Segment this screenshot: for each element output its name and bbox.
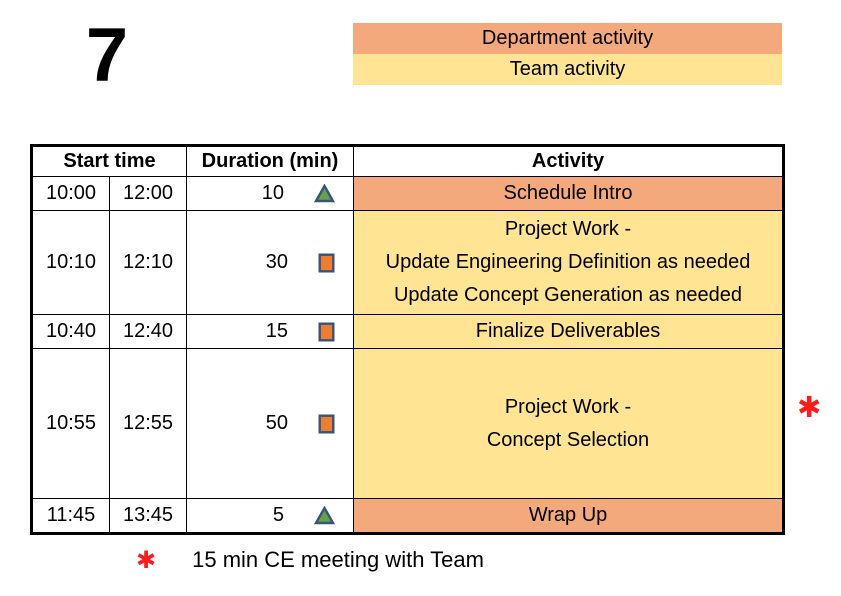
duration-cell: 10 <box>186 176 354 211</box>
table-row: 10:00 12:00 10 Schedule Intro <box>31 176 784 211</box>
duration-cell: 15 <box>186 314 354 349</box>
activity-line: Concept Selection <box>486 428 650 451</box>
footnote-asterisk-icon: ✱ <box>136 546 157 574</box>
duration-cell: 30 <box>186 210 354 315</box>
duration-value: 5 <box>272 504 284 526</box>
table-row: 10:55 12:55 50 Project Work - Concept Se… <box>31 348 784 499</box>
activity-cell: Finalize Deliverables <box>353 314 784 349</box>
duration-value: 50 <box>265 412 288 434</box>
session-number: 7 <box>85 13 129 98</box>
activity-cell: Project Work - Concept Selection <box>353 348 784 499</box>
table-row: 10:10 12:10 30 Project Work - Update Eng… <box>31 210 784 315</box>
start-time-session2: 12:10 <box>109 210 187 315</box>
activity-cell: Schedule Intro <box>353 176 784 211</box>
triangle-icon <box>314 184 335 203</box>
col-header-start-time: Start time <box>31 145 187 177</box>
duration-cell: 5 <box>186 498 354 534</box>
triangle-icon <box>314 506 335 525</box>
activity-type-legend: Department activity Team activity <box>353 23 782 85</box>
square-icon <box>318 253 335 273</box>
start-time-session2: 12:55 <box>109 348 187 499</box>
footnote: ✱ 15 min CE meeting with Team <box>136 546 484 574</box>
activity-line: Wrap Up <box>528 504 608 526</box>
activity-line: Project Work - <box>504 395 632 418</box>
table-row: 11:45 13:45 5 Wrap Up <box>31 498 784 534</box>
side-note-asterisk-icon: ✱ <box>797 390 822 424</box>
activity-line: Update Engineering Definition as needed <box>385 251 751 273</box>
schedule-table: Start time Duration (min) Activity 10:00… <box>30 144 785 535</box>
col-header-duration: Duration (min) <box>186 145 354 177</box>
start-time-session1: 10:00 <box>31 176 110 211</box>
duration-cell: 50 <box>186 348 354 499</box>
activity-line: Project Work - <box>504 218 632 240</box>
start-time-session1: 11:45 <box>31 498 110 534</box>
duration-value: 15 <box>265 320 288 342</box>
start-time-session2: 13:45 <box>109 498 187 534</box>
start-time-session1: 10:40 <box>31 314 110 349</box>
activity-cell: Wrap Up <box>353 498 784 534</box>
activity-line: Schedule Intro <box>503 182 633 204</box>
table-row: 10:40 12:40 15 Finalize Deliverables <box>31 314 784 349</box>
col-header-activity: Activity <box>353 145 784 177</box>
start-time-session1: 10:55 <box>31 348 110 499</box>
legend-item-team: Team activity <box>353 54 782 85</box>
activity-line: Finalize Deliverables <box>475 320 661 342</box>
legend-item-department: Department activity <box>353 23 782 54</box>
start-time-session2: 12:40 <box>109 314 187 349</box>
footnote-text: 15 min CE meeting with Team <box>192 547 484 572</box>
activity-cell: Project Work - Update Engineering Defini… <box>353 210 784 315</box>
duration-value: 10 <box>261 182 284 204</box>
duration-value: 30 <box>265 251 288 273</box>
square-icon <box>318 414 335 434</box>
square-icon <box>318 322 335 342</box>
table-header-row: Start time Duration (min) Activity <box>31 145 784 177</box>
start-time-session1: 10:10 <box>31 210 110 315</box>
activity-line: Update Concept Generation as needed <box>393 284 743 306</box>
start-time-session2: 12:00 <box>109 176 187 211</box>
